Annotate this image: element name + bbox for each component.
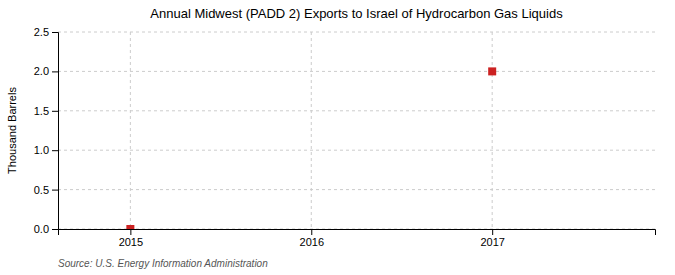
grid-line-x (130, 32, 131, 229)
tick-mark (52, 229, 58, 230)
tick-label: 2017 (480, 236, 504, 248)
tick-mark (130, 229, 131, 235)
chart-svg: 2015 2016 2017 0.0 0.5 1.0 1.5 2.0 2.5 Annual Mid… (0, 0, 675, 275)
tick: 0.5 (34, 184, 58, 196)
tick-mark (311, 229, 312, 235)
grid-line-y (58, 150, 655, 151)
tick-label: 0.5 (34, 184, 49, 196)
grid-line-x (492, 32, 493, 229)
chart-container: 2015 2016 2017 0.0 0.5 1.0 1.5 2.0 2.5 Annual Mid… (0, 0, 675, 275)
grid-line-y (58, 110, 655, 111)
tick-label: 2015 (119, 236, 143, 248)
grid-line-x (311, 32, 312, 229)
tick-mark (492, 229, 493, 235)
plot-area: 2015 2016 2017 0.0 0.5 1.0 1.5 2.0 2.5 (34, 26, 656, 248)
tick: 2017 (480, 229, 504, 248)
tick: 1.5 (34, 105, 58, 117)
tick: 2.0 (34, 65, 58, 77)
tick: 0.0 (34, 223, 58, 235)
tick-mark (52, 150, 58, 151)
tick-label: 1.0 (34, 144, 49, 156)
y-axis-label: Thousand Barrels (6, 87, 18, 174)
source-note: Source: U.S. Energy Information Administ… (58, 258, 268, 269)
grid (58, 32, 655, 229)
grid-line-y (58, 32, 655, 33)
title: Annual Midwest (PADD 2) Exports to Israe… (150, 6, 563, 21)
tick-mark (52, 32, 58, 33)
tick-mark (52, 71, 58, 72)
tick: 2015 (119, 229, 143, 248)
tick-label: 2.5 (34, 26, 49, 38)
tick-mark (52, 111, 58, 112)
tick: 2016 (300, 229, 324, 248)
x-axis: 2015 2016 2017 (59, 229, 656, 248)
axis-line (59, 230, 656, 236)
tick-label: 1.5 (34, 105, 49, 117)
tick-mark (52, 190, 58, 191)
grid-line-y (58, 189, 655, 190)
point (488, 67, 496, 75)
tick-label: 2016 (300, 236, 324, 248)
y-axis: 0.0 0.5 1.0 1.5 2.0 2.5 (34, 26, 59, 235)
tick-label: 2.0 (34, 65, 49, 77)
point (126, 225, 134, 229)
tick-label: 0.0 (34, 223, 49, 235)
tick: 2.5 (34, 26, 58, 38)
axis-line (52, 33, 59, 230)
points (126, 67, 496, 229)
grid-line-y (58, 71, 655, 72)
tick: 1.0 (34, 144, 58, 156)
